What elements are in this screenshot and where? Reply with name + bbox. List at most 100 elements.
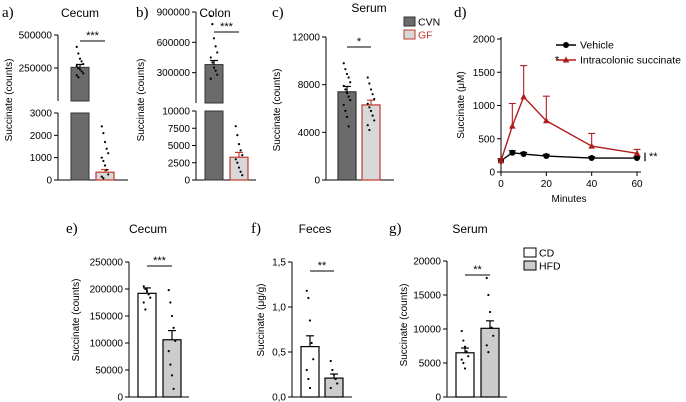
data-point [103, 140, 107, 144]
panel-label: g) [389, 221, 402, 237]
bar-cvn-upper [70, 66, 90, 102]
y-tick-label: 10000 [413, 325, 441, 336]
data-point [80, 70, 83, 73]
data-point [345, 72, 349, 76]
data-point [170, 314, 174, 318]
significance-label: * [555, 55, 560, 67]
y-tick-label: 0 [117, 393, 123, 402]
y-tick-label: 1000 [473, 101, 496, 112]
series-marker [543, 153, 550, 160]
data-point [344, 109, 347, 112]
series-marker [633, 149, 641, 156]
series-marker [497, 157, 505, 164]
data-point [345, 91, 349, 95]
y-tick-label: 1,5 [272, 258, 286, 269]
data-point [312, 358, 315, 361]
panel-title: Cecum [129, 222, 167, 236]
legend-label-cd: CD [539, 248, 555, 260]
data-point [82, 72, 85, 75]
data-point [366, 102, 369, 105]
data-point [462, 361, 465, 365]
data-point [100, 175, 103, 178]
data-point [142, 301, 145, 304]
y-tick-label: 0 [46, 176, 52, 187]
data-point [460, 329, 463, 333]
data-point [305, 289, 308, 292]
bar-cvn [337, 91, 357, 181]
panel-b: b) Colon Succinate (counts) 300000 600000 900… [136, 5, 256, 187]
y-tick-label: 1,0 [272, 303, 286, 314]
data-point [488, 310, 492, 314]
y-tick-label: 1500 [473, 68, 496, 79]
y-tick-label: 4000 [298, 128, 321, 139]
data-point [77, 76, 80, 79]
y-tick-label: 250000 [19, 64, 53, 75]
data-point [82, 62, 85, 66]
data-point [368, 82, 371, 85]
y-axis-label: Succinate (counts) [71, 279, 82, 362]
data-point [373, 119, 376, 122]
series-marker [509, 149, 516, 156]
data-point [216, 73, 219, 76]
panel-title: Serum [351, 1, 386, 15]
y-tick-label: 5000 [168, 141, 191, 152]
data-point [100, 156, 103, 159]
x-tick-label: 0 [498, 179, 504, 190]
series-marker [509, 122, 516, 129]
significance-label: ** [649, 151, 658, 163]
significance-label: *** [220, 21, 234, 33]
y-tick-label: 20000 [413, 257, 441, 268]
data-point [368, 128, 371, 132]
data-point [78, 57, 82, 60]
data-point [241, 154, 244, 157]
data-point [75, 64, 78, 68]
data-point [332, 373, 336, 376]
panel-label: a) [2, 5, 14, 21]
data-point [209, 56, 212, 59]
data-point [172, 387, 175, 390]
data-point [366, 76, 369, 79]
legend-label-cvn: CVN [418, 17, 440, 29]
y-tick-label: 15000 [413, 291, 441, 302]
y-tick-label: 2500 [168, 158, 191, 169]
data-point [212, 37, 216, 40]
x-tick-label: 60 [631, 179, 643, 190]
panel-c: c) Serum Succinate (counts) 0 4000 8000 12000 *… [272, 1, 440, 187]
data-point [366, 124, 369, 127]
data-point [485, 276, 488, 280]
data-point [100, 125, 103, 128]
data-point [371, 93, 374, 96]
panel-e: e) Cecum Succinate (counts) 0 50000 100000 150… [66, 221, 189, 402]
y-tick-label: 2000 [30, 131, 53, 142]
x-tick-label: 20 [541, 179, 553, 190]
bar-cvn-upper [204, 64, 224, 104]
y-tick-label: 250000 [90, 258, 124, 269]
y-tick-label: 3000 [30, 109, 53, 120]
panel-label: e) [66, 221, 78, 237]
data-point [329, 359, 332, 363]
data-point [490, 326, 493, 329]
data-point [329, 386, 332, 390]
data-point [169, 301, 172, 304]
data-point [336, 382, 339, 385]
data-point [211, 23, 214, 26]
data-point [211, 61, 214, 64]
series-marker [634, 155, 640, 162]
y-tick-label: 500 [478, 134, 495, 145]
data-point [237, 166, 241, 169]
data-point [234, 125, 237, 128]
bar-cd [300, 346, 320, 398]
bar-cd [455, 352, 475, 398]
data-point [77, 52, 80, 55]
y-axis-label: Succinate (counts) [399, 284, 410, 367]
y-axis-label: Succinate (counts) [4, 59, 15, 142]
series-marker [588, 155, 595, 162]
bar-hfd [480, 327, 500, 398]
data-point [241, 174, 244, 177]
panel-title: Feces [299, 222, 332, 236]
data-point [305, 368, 308, 372]
data-point [485, 344, 488, 347]
data-point [307, 377, 310, 381]
data-point [145, 290, 149, 293]
data-point [349, 99, 352, 102]
